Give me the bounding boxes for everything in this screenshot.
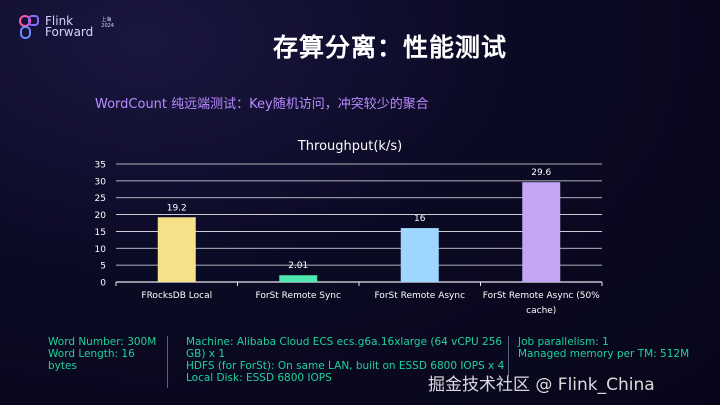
bar: [522, 182, 561, 282]
data-label: 29.6: [531, 168, 551, 178]
footer-text: bytes: [48, 360, 77, 372]
data-label: 19.2: [167, 203, 187, 213]
y-tick-label: 0: [100, 279, 106, 289]
slide-title: 存算分离：性能测试: [272, 33, 507, 62]
y-tick-label: 10: [95, 245, 107, 255]
footer-text: Managed memory per TM: 512M: [518, 348, 690, 360]
bar: [157, 217, 196, 282]
footer-divider: [508, 336, 509, 376]
footer-text: Word Length: 16: [48, 348, 135, 360]
logo-badge: 上海 2024: [101, 17, 114, 29]
logo-line1: Flink: [45, 14, 74, 28]
watermark: 掘金技术社区 @ Flink_China: [428, 375, 655, 395]
bar: [279, 275, 318, 282]
data-label: 16: [414, 214, 426, 224]
chart-title: Throughput(k/s): [297, 139, 402, 154]
x-tick-label: ForSt Remote Sync: [256, 291, 341, 301]
footer-text: Job parallelism: 1: [518, 336, 609, 348]
footer-text: Word Number: 300M: [48, 336, 157, 348]
flink-forward-logo: Flink Forward 上海 2024: [18, 14, 115, 40]
slide-subtitle: WordCount 纯远端测试：Key随机访问，冲突较少的聚合: [95, 97, 429, 112]
footer-text: GB) x 1: [186, 348, 226, 360]
footer-col2: Machine: Alibaba Cloud ECS ecs.g6a.16xla…: [186, 336, 506, 384]
footer-text: Machine: Alibaba Cloud ECS ecs.g6a.16xla…: [186, 336, 503, 348]
flink-forward-logo-icon: [19, 15, 39, 39]
footer-text: Local Disk: ESSD 6800 IOPS: [186, 372, 332, 384]
footer-col3: Job parallelism: 1 Managed memory per TM…: [518, 336, 718, 360]
x-tick-label: ForSt Remote Async (50% cache): [483, 291, 600, 316]
x-tick-label: ForSt Remote Async: [374, 291, 465, 301]
y-tick-label: 20: [95, 211, 107, 221]
y-tick-label: 5: [100, 262, 106, 272]
y-tick-label: 25: [95, 194, 106, 204]
footer-divider: [167, 336, 168, 388]
x-tick-label: FRocksDB Local: [141, 291, 212, 301]
y-tick-label: 30: [95, 177, 107, 187]
bar: [400, 228, 439, 282]
footer-col1: Word Number: 300M Word Length: 16 bytes: [48, 336, 163, 372]
y-tick-label: 35: [95, 161, 106, 171]
data-label: 2.01: [288, 261, 308, 271]
footer-text: HDFS (for ForSt): On same LAN, built on …: [186, 360, 505, 372]
logo-line2: Forward: [45, 25, 94, 39]
y-tick-label: 15: [95, 228, 106, 238]
